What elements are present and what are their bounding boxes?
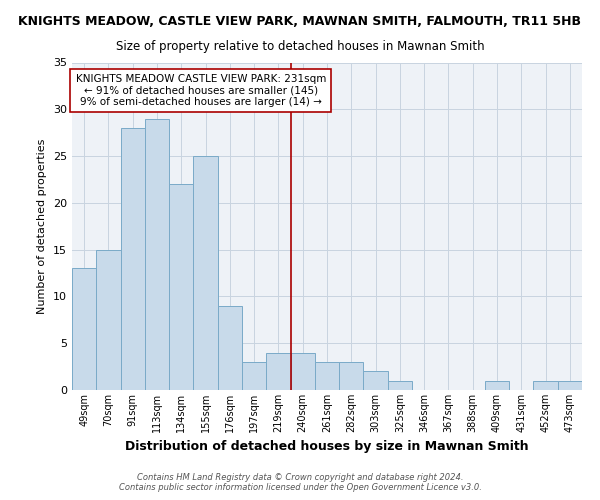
Bar <box>169 184 193 390</box>
Bar <box>218 306 242 390</box>
Bar <box>290 352 315 390</box>
Y-axis label: Number of detached properties: Number of detached properties <box>37 138 47 314</box>
Bar <box>96 250 121 390</box>
Bar <box>364 372 388 390</box>
Bar <box>266 352 290 390</box>
Bar <box>242 362 266 390</box>
Bar <box>145 118 169 390</box>
X-axis label: Distribution of detached houses by size in Mawnan Smith: Distribution of detached houses by size … <box>125 440 529 454</box>
Bar <box>315 362 339 390</box>
Bar <box>72 268 96 390</box>
Text: Contains HM Land Registry data © Crown copyright and database right 2024.
Contai: Contains HM Land Registry data © Crown c… <box>119 473 481 492</box>
Text: KNIGHTS MEADOW, CASTLE VIEW PARK, MAWNAN SMITH, FALMOUTH, TR11 5HB: KNIGHTS MEADOW, CASTLE VIEW PARK, MAWNAN… <box>19 15 581 28</box>
Text: Size of property relative to detached houses in Mawnan Smith: Size of property relative to detached ho… <box>116 40 484 53</box>
Bar <box>558 380 582 390</box>
Bar <box>388 380 412 390</box>
Bar <box>533 380 558 390</box>
Bar <box>121 128 145 390</box>
Bar <box>485 380 509 390</box>
Bar <box>339 362 364 390</box>
Bar <box>193 156 218 390</box>
Text: KNIGHTS MEADOW CASTLE VIEW PARK: 231sqm
← 91% of detached houses are smaller (14: KNIGHTS MEADOW CASTLE VIEW PARK: 231sqm … <box>76 74 326 107</box>
